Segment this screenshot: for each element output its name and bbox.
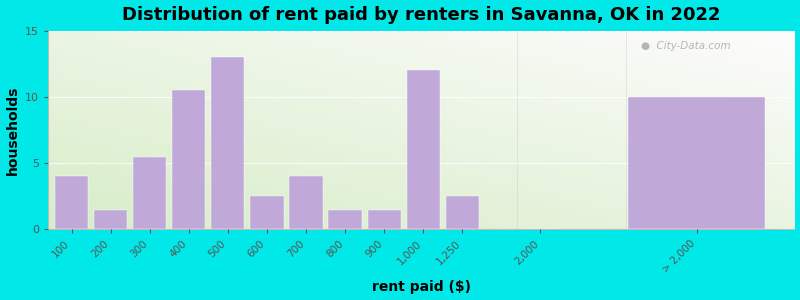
Bar xyxy=(172,90,206,230)
Title: Distribution of rent paid by renters in Savanna, OK in 2022: Distribution of rent paid by renters in … xyxy=(122,6,721,24)
Bar xyxy=(94,210,127,230)
Bar xyxy=(133,157,166,230)
Bar xyxy=(211,57,245,230)
Bar xyxy=(250,196,283,230)
Y-axis label: households: households xyxy=(6,85,19,175)
Text: ●  City-Data.com: ● City-Data.com xyxy=(642,40,731,51)
Bar xyxy=(628,97,765,230)
Bar xyxy=(329,210,362,230)
Bar xyxy=(406,70,440,230)
Bar xyxy=(446,196,479,230)
Bar xyxy=(55,176,88,230)
Bar xyxy=(290,176,322,230)
X-axis label: rent paid ($): rent paid ($) xyxy=(372,280,470,294)
Bar xyxy=(367,210,401,230)
